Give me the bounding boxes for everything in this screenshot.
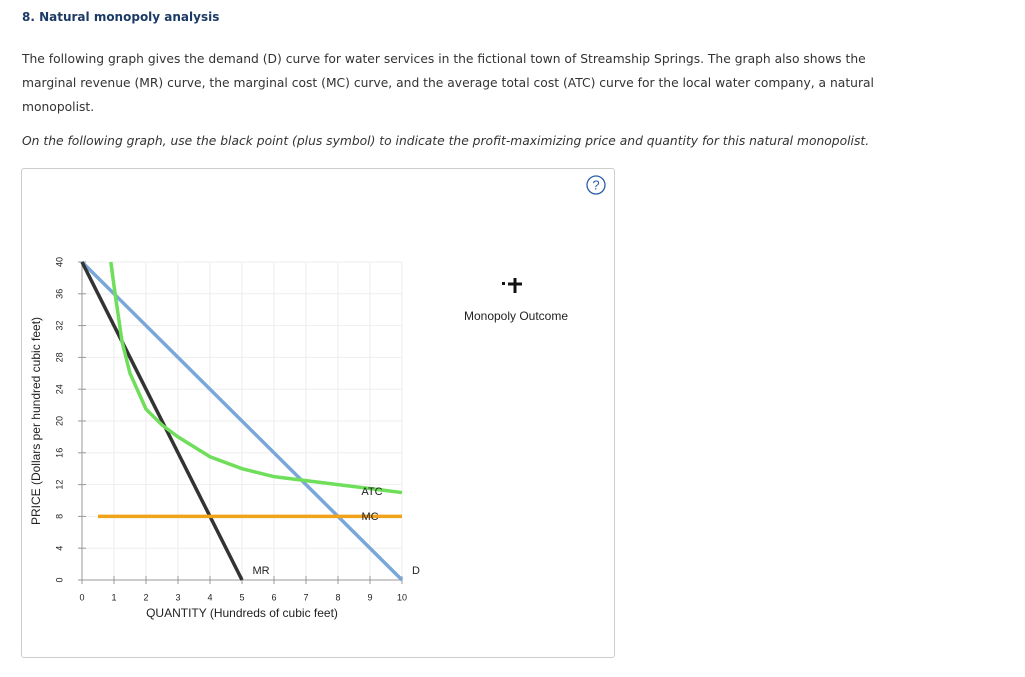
graph-panel — [21, 168, 615, 658]
legend-label: Monopoly Outcome — [464, 309, 568, 323]
x-tick-label: 10 — [397, 592, 407, 602]
y-tick-label: 36 — [54, 289, 64, 299]
curve-label: ATC — [361, 486, 382, 498]
y-tick-label: 12 — [54, 480, 64, 490]
curve-label: D — [412, 565, 420, 577]
x-tick-label: 9 — [367, 592, 372, 602]
curve-label: MR — [252, 565, 269, 577]
y-tick-label: 40 — [54, 257, 64, 267]
paragraph: The following graph gives the demand (D)… — [22, 52, 874, 114]
help-icon[interactable] — [586, 175, 606, 195]
y-axis-title: PRICE (Dollars per hundred cubic feet) — [29, 317, 43, 525]
help-icon-text[interactable]: ? — [592, 177, 599, 192]
y-tick-label: 4 — [54, 546, 64, 551]
curve — [80, 261, 244, 581]
x-tick-label: 7 — [303, 592, 308, 602]
y-tick-label: 20 — [54, 416, 64, 426]
curve — [80, 260, 404, 582]
x-tick-label: 5 — [239, 592, 244, 602]
y-tick-label: 0 — [54, 577, 64, 582]
title: 8. Natural monopoly analysis — [22, 10, 220, 24]
x-tick-label: 8 — [335, 592, 340, 602]
y-tick-label: 32 — [54, 321, 64, 331]
curve-label: MC — [361, 511, 378, 523]
x-tick-label: 0 — [79, 592, 84, 602]
x-tick-label: 4 — [207, 592, 212, 602]
y-tick-label: 28 — [54, 352, 64, 362]
x-tick-label: 1 — [111, 592, 116, 602]
y-tick-label: 24 — [54, 384, 64, 394]
monopoly-tool[interactable] — [502, 278, 522, 293]
instruction: On the following graph, use the black po… — [22, 134, 870, 148]
x-axis-title: QUANTITY (Hundreds of cubic feet) — [146, 606, 338, 620]
tool-dot[interactable] — [502, 282, 505, 285]
x-tick-label: 6 — [271, 592, 276, 602]
x-tick-label: 3 — [175, 592, 180, 602]
y-tick-label: 16 — [54, 448, 64, 458]
y-tick-label: 8 — [54, 514, 64, 519]
curve — [109, 261, 403, 495]
x-tick-label: 2 — [143, 592, 148, 602]
